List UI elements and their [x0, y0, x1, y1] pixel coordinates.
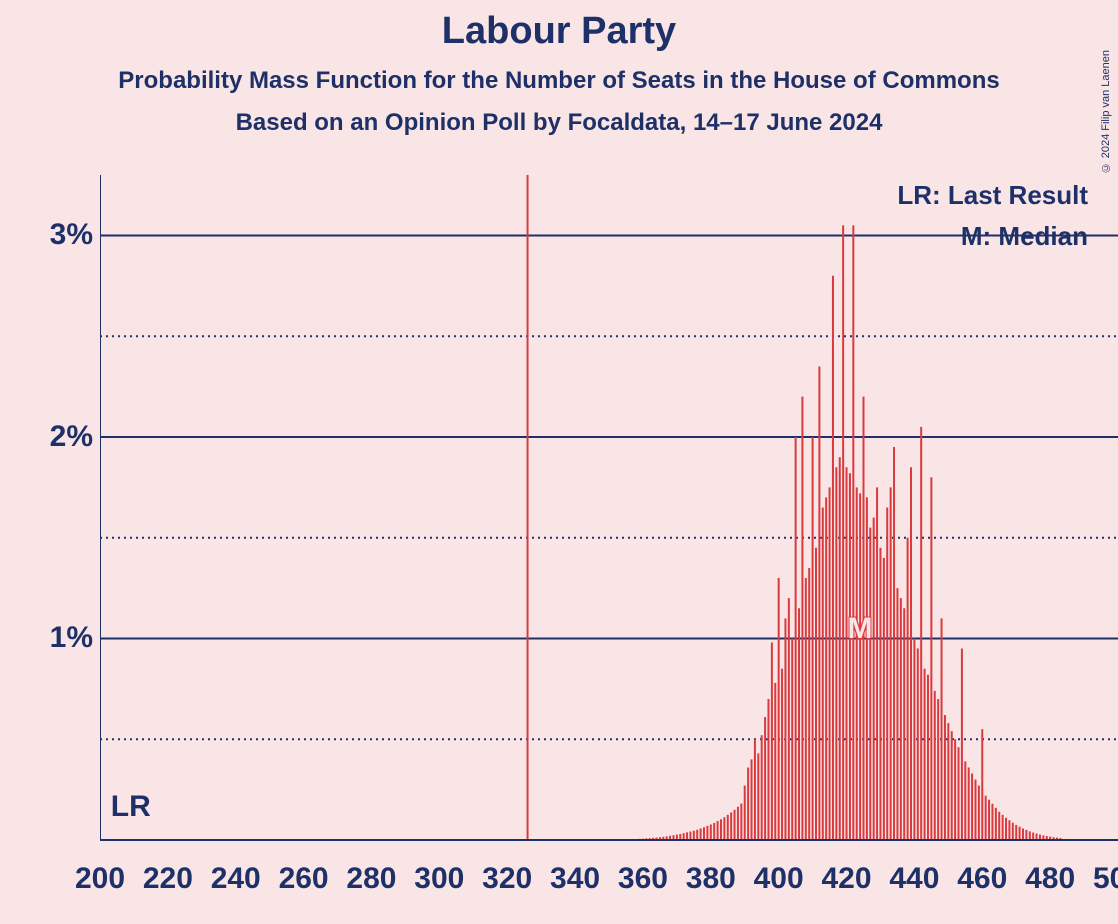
x-axis-tick-label: 200: [75, 862, 125, 896]
x-axis-tick-label: 340: [550, 862, 600, 896]
x-axis-tick-label: 440: [889, 862, 939, 896]
x-axis-tick-label: 380: [686, 862, 736, 896]
x-axis-tick-label: 460: [957, 862, 1007, 896]
chart-svg: [100, 170, 1118, 850]
x-axis-tick-label: 260: [279, 862, 329, 896]
copyright-text: © 2024 Filip van Laenen: [1100, 50, 1112, 173]
legend-last-result: LR: Last Result: [897, 180, 1088, 211]
y-axis-tick-label: 3%: [50, 218, 93, 252]
legend-median: M: Median: [961, 221, 1088, 252]
x-axis-tick-label: 240: [211, 862, 261, 896]
x-axis-tick-label: 300: [414, 862, 464, 896]
y-axis-tick-label: 1%: [50, 621, 93, 655]
chart-title: Labour Party: [0, 0, 1118, 53]
x-axis-tick-label: 480: [1025, 862, 1075, 896]
x-axis-tick-label: 500: [1093, 862, 1118, 896]
x-axis-tick-label: 320: [482, 862, 532, 896]
chart-subtitle-2: Based on an Opinion Poll by Focaldata, 1…: [0, 109, 1118, 137]
lr-marker-label: LR: [111, 790, 151, 824]
x-axis-tick-label: 360: [618, 862, 668, 896]
x-axis-tick-label: 400: [754, 862, 804, 896]
chart-subtitle: Probability Mass Function for the Number…: [0, 67, 1118, 95]
x-axis-tick-label: 220: [143, 862, 193, 896]
chart-container: 1%2%3% 200220240260280300320340360380400…: [0, 170, 1118, 890]
y-axis-tick-label: 2%: [50, 420, 93, 454]
x-axis-tick-label: 420: [822, 862, 872, 896]
median-marker-label: M: [848, 612, 873, 646]
x-axis-tick-label: 280: [346, 862, 396, 896]
